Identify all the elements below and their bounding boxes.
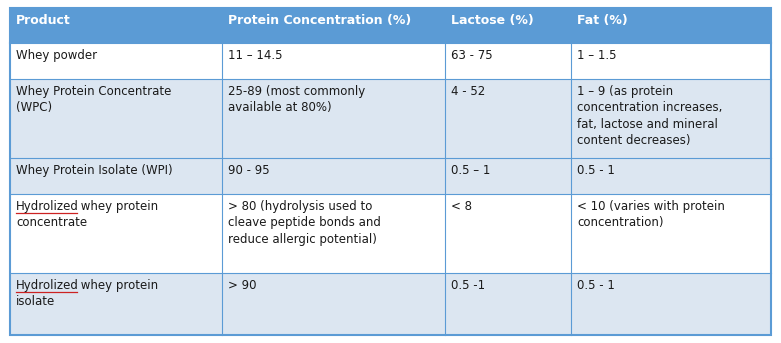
Text: 4 - 52: 4 - 52	[451, 85, 485, 98]
Text: isolate: isolate	[16, 295, 55, 308]
Text: 0.5 - 1: 0.5 - 1	[577, 279, 615, 292]
Text: Hydrolized: Hydrolized	[16, 200, 79, 213]
Bar	[223, 79, 444, 158]
Text: < 10 (varies with protein
concentration): < 10 (varies with protein concentration)	[577, 200, 725, 229]
Text: 1 – 1.5: 1 – 1.5	[577, 49, 617, 62]
Bar	[10, 273, 223, 335]
Bar	[223, 193, 444, 273]
Text: Whey powder: Whey powder	[16, 49, 97, 62]
Bar	[571, 193, 771, 273]
Text: Whey Protein Concentrate
(WPC): Whey Protein Concentrate (WPC)	[16, 85, 171, 114]
Text: > 90: > 90	[228, 279, 257, 292]
Bar	[10, 79, 223, 158]
Text: 1 – 9 (as protein
concentration increases,
fat, lactose and mineral
content decr: 1 – 9 (as protein concentration increase…	[577, 85, 722, 147]
Text: Fat (%): Fat (%)	[577, 14, 628, 27]
Bar	[444, 273, 571, 335]
Text: whey protein: whey protein	[77, 279, 159, 292]
Bar	[444, 79, 571, 158]
Bar	[223, 8, 444, 43]
Bar	[10, 158, 223, 193]
Bar	[571, 79, 771, 158]
Text: 63 - 75: 63 - 75	[451, 49, 492, 62]
Bar	[571, 43, 771, 79]
Bar	[10, 43, 223, 79]
Text: Protein Concentration (%): Protein Concentration (%)	[228, 14, 412, 27]
Bar	[571, 8, 771, 43]
Bar	[223, 273, 444, 335]
Bar	[444, 158, 571, 193]
Text: Whey Protein Isolate (WPI): Whey Protein Isolate (WPI)	[16, 164, 173, 177]
Bar	[571, 158, 771, 193]
Bar	[444, 8, 571, 43]
Bar	[10, 193, 223, 273]
Text: Product: Product	[16, 14, 71, 27]
Text: 0.5 -1: 0.5 -1	[451, 279, 485, 292]
Text: Lactose (%): Lactose (%)	[451, 14, 533, 27]
Text: < 8: < 8	[451, 200, 472, 213]
Text: 0.5 – 1: 0.5 – 1	[451, 164, 490, 177]
Text: Hydrolized: Hydrolized	[16, 279, 79, 292]
Text: 0.5 - 1: 0.5 - 1	[577, 164, 615, 177]
Bar	[444, 43, 571, 79]
Text: 25-89 (most commonly
available at 80%): 25-89 (most commonly available at 80%)	[228, 85, 366, 114]
Bar	[444, 193, 571, 273]
Bar	[10, 8, 223, 43]
Text: 90 - 95: 90 - 95	[228, 164, 270, 177]
Bar	[223, 158, 444, 193]
Bar	[571, 273, 771, 335]
Bar	[223, 43, 444, 79]
Text: whey protein: whey protein	[77, 200, 159, 213]
Text: concentrate: concentrate	[16, 215, 87, 228]
Text: 11 – 14.5: 11 – 14.5	[228, 49, 283, 62]
Text: > 80 (hydrolysis used to
cleave peptide bonds and
reduce allergic potential): > 80 (hydrolysis used to cleave peptide …	[228, 200, 381, 246]
